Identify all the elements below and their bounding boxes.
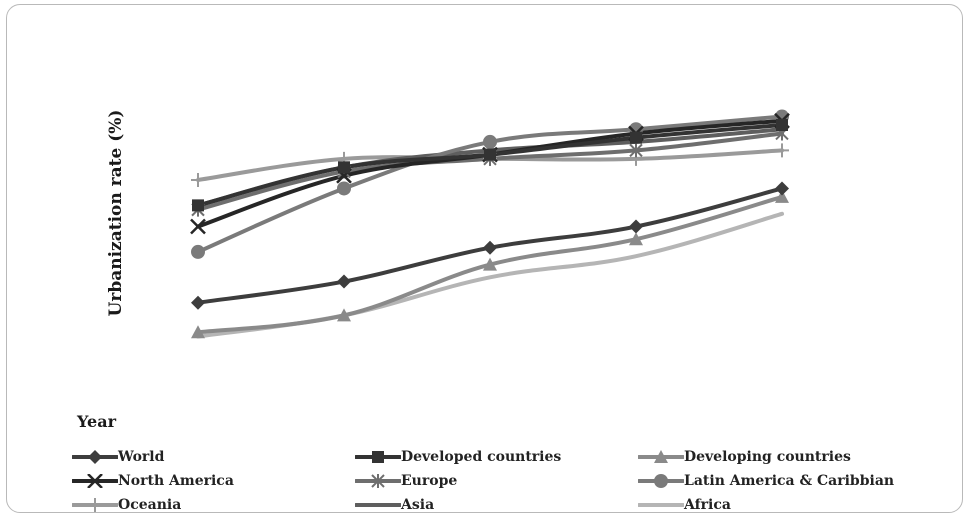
legend-item-africa: Africa: [638, 494, 731, 516]
chart-frame: [6, 4, 963, 513]
legend-item-world: World: [72, 446, 164, 468]
legend-item-europe: Europe: [355, 470, 457, 492]
series-line-africa: [196, 211, 784, 339]
data-point-developing-countries: [191, 325, 205, 339]
x-axis-label: Year: [77, 412, 117, 431]
legend-label: Asia: [401, 497, 435, 513]
data-point-developed-countries: [338, 161, 350, 174]
legend-key-developed-countries: [355, 451, 401, 463]
legend-label: Latin America & Caribbian: [684, 473, 895, 489]
data-point-oceania: [775, 143, 789, 158]
legend-key-europe: [355, 474, 401, 488]
data-point-world: [775, 181, 789, 196]
data-point-developed-countries: [484, 148, 496, 161]
data-point-developing-countries: [483, 257, 497, 271]
data-point-developed-countries: [776, 119, 788, 131]
legend-key-world: [72, 450, 118, 464]
data-point-developed-countries: [630, 131, 642, 144]
legend-item-asia: Asia: [355, 494, 434, 516]
data-point-latin-america-and-caribbian: [191, 244, 205, 259]
legend-label: Oceania: [118, 497, 182, 513]
legend-marker-developed-countries: [372, 451, 384, 463]
legend: World Developed countries Developing count…: [72, 446, 952, 518]
legend-key-developing-countries: [638, 450, 684, 463]
legend-label: World: [118, 449, 165, 465]
data-point-world: [483, 240, 497, 255]
legend-marker-developing-countries: [654, 450, 668, 463]
legend-label: Developed countries: [401, 449, 562, 465]
data-point-latin-america-and-caribbian: [483, 134, 497, 149]
legend-label: North America: [118, 473, 234, 489]
legend-item-oceania: Oceania: [72, 494, 181, 516]
legend-item-developed-countries: Developed countries: [355, 446, 561, 468]
data-point-world: [191, 295, 205, 310]
legend-key-asia: [355, 503, 401, 507]
legend-item-latin-america-and-caribbian: Latin America & Caribbian: [638, 470, 894, 492]
y-axis-label: Urbanization rate (%): [106, 110, 126, 317]
data-point-europe: [629, 143, 643, 158]
legend-key-africa: [638, 503, 684, 507]
data-point-north-america: [190, 218, 206, 235]
legend-item-developing-countries: Developing countries: [638, 446, 851, 468]
legend-marker-world: [88, 450, 102, 464]
legend-key-oceania: [72, 498, 118, 512]
legend-marker-north-america: [87, 474, 103, 488]
data-point-latin-america-and-caribbian: [337, 181, 351, 196]
legend-marker-europe: [371, 474, 385, 488]
data-point-world: [337, 274, 351, 289]
legend-label: Developing countries: [684, 449, 851, 465]
legend-marker-latin-america-and-caribbian: [654, 474, 668, 488]
data-point-developing-countries: [337, 308, 351, 322]
data-point-world: [629, 219, 643, 234]
data-point-oceania: [191, 173, 205, 187]
data-point-developing-countries: [775, 189, 789, 203]
data-point-developed-countries: [192, 199, 204, 212]
series-markers: [190, 109, 790, 339]
legend-label: Africa: [684, 497, 731, 513]
legend-item-north-america: North America: [72, 470, 234, 492]
legend-marker-oceania: [88, 498, 102, 512]
legend-label: Europe: [401, 473, 458, 489]
legend-key-north-america: [72, 474, 118, 488]
data-point-developing-countries: [629, 232, 643, 246]
legend-key-latin-america-and-caribbian: [638, 474, 684, 488]
